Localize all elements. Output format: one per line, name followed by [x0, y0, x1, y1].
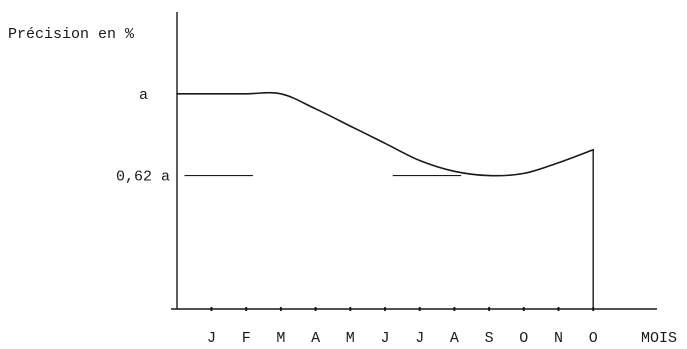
x-tick-label: J — [415, 330, 424, 347]
x-tick-label: F — [242, 330, 251, 347]
x-tick-label: S — [485, 330, 494, 347]
x-tick-label: J — [207, 330, 216, 347]
x-tick-label: J — [380, 330, 389, 347]
x-ticks — [210, 306, 595, 312]
x-tick-label: M — [346, 330, 355, 347]
x-tick-label: O — [589, 330, 598, 347]
y-axis-title: Précision en % — [8, 26, 135, 43]
y-tick-label: 0,62 a — [116, 169, 170, 186]
y-tick-label: a — [139, 87, 148, 104]
x-tick-label: O — [519, 330, 528, 347]
series-line — [176, 91, 594, 177]
x-axis-title: MOIS — [641, 330, 677, 347]
x-tick-label: N — [554, 330, 563, 347]
y-tick-labels: a 0,62 a — [116, 87, 170, 186]
x-tick-label: A — [450, 330, 459, 347]
x-tick-label: A — [311, 330, 320, 347]
x-tick-label: M — [276, 330, 285, 347]
